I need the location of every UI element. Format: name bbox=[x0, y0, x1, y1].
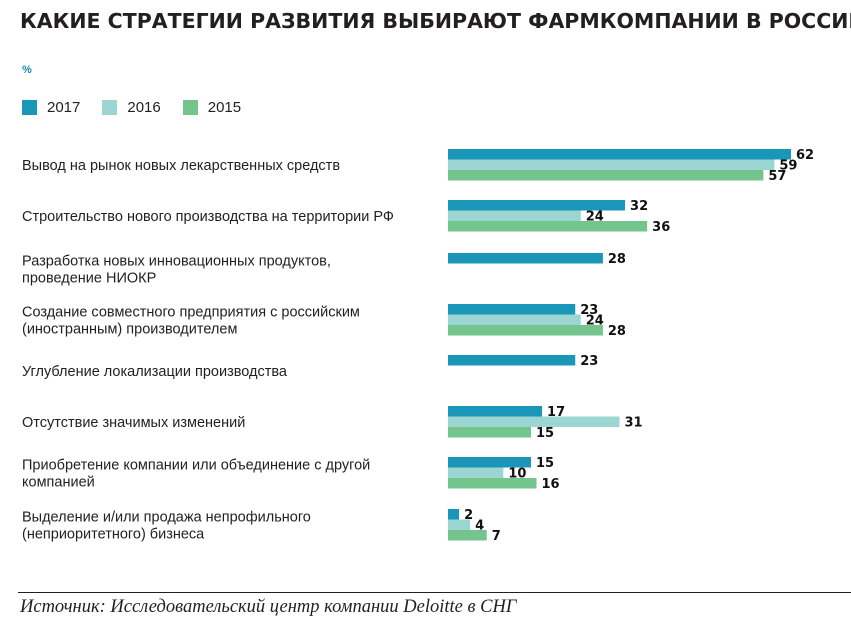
bar-2017 bbox=[448, 149, 791, 160]
legend-swatch bbox=[182, 100, 198, 115]
category-label: Разработка новых инновационных продуктов… bbox=[22, 253, 331, 286]
value-label: 23 bbox=[580, 303, 598, 318]
category-label-line: Приобретение компании или объединение с … bbox=[22, 457, 370, 473]
value-label: 31 bbox=[625, 415, 643, 430]
category-label: Углубление локализации производства bbox=[22, 364, 288, 380]
bar-2017 bbox=[448, 406, 543, 417]
value-label: 59 bbox=[779, 158, 797, 173]
category-label: Приобретение компании или объединение с … bbox=[22, 457, 370, 490]
value-label: 32 bbox=[630, 199, 648, 214]
value-label: 15 bbox=[536, 456, 554, 471]
bar-2015 bbox=[448, 221, 648, 232]
value-label: 62 bbox=[796, 148, 814, 163]
category-label-line: Выделение и/или продажа непрофильного bbox=[22, 509, 311, 525]
category-label-line: Строительство нового производства на тер… bbox=[22, 209, 394, 225]
category-label: Отсутствие значимых изменений bbox=[22, 415, 245, 431]
bar-2017 bbox=[448, 253, 603, 264]
legend: 2017 2016 2015 bbox=[22, 99, 263, 116]
bar-2017 bbox=[448, 200, 626, 211]
legend-label: 2015 bbox=[207, 99, 242, 116]
category-label-line: компанией bbox=[22, 474, 95, 490]
bar-2015 bbox=[448, 530, 487, 541]
value-label: 16 bbox=[542, 477, 560, 492]
category-label-line: проведение НИОКР bbox=[22, 270, 156, 286]
bar-chart: Вывод на рынок новых лекарственных средс… bbox=[22, 148, 814, 544]
bar-2015 bbox=[448, 325, 603, 336]
bar-2015 bbox=[448, 427, 531, 438]
legend-item-2017: 2017 bbox=[22, 99, 80, 116]
divider bbox=[18, 592, 851, 593]
category-label-line: (иностранным) производителем bbox=[22, 321, 237, 337]
bar-2017 bbox=[448, 355, 576, 366]
bar-2015 bbox=[448, 478, 537, 489]
chart-title: КАКИЕ СТРАТЕГИИ РАЗВИТИЯ ВЫБИРАЮТ ФАРМКО… bbox=[20, 9, 851, 33]
legend-item-2015: 2015 bbox=[182, 99, 242, 116]
value-label: 28 bbox=[608, 324, 626, 339]
bar-2015 bbox=[448, 170, 764, 181]
legend-label: 2016 bbox=[127, 99, 161, 116]
category-label-line: Разработка новых инновационных продуктов… bbox=[22, 253, 331, 269]
value-label: 7 bbox=[492, 529, 501, 544]
value-label: 23 bbox=[580, 354, 598, 369]
bar-2017 bbox=[448, 457, 531, 468]
bar-2016 bbox=[448, 314, 581, 325]
unit-label: % bbox=[22, 64, 32, 76]
bar-2016 bbox=[448, 416, 620, 427]
bar-2016 bbox=[448, 159, 775, 170]
value-label: 28 bbox=[608, 252, 626, 267]
value-label: 24 bbox=[586, 209, 604, 224]
category-label: Строительство нового производства на тер… bbox=[22, 209, 394, 225]
category-label: Создание совместного предприятия с росси… bbox=[22, 304, 360, 337]
value-label: 2 bbox=[464, 508, 473, 523]
bar-2017 bbox=[448, 509, 460, 520]
category-label-line: Создание совместного предприятия с росси… bbox=[22, 304, 360, 320]
category-label: Вывод на рынок новых лекарственных средс… bbox=[22, 158, 340, 174]
legend-item-2016: 2016 bbox=[102, 99, 161, 116]
source-note: Источник: Исследовательский центр компан… bbox=[20, 597, 517, 617]
legend-label: 2017 bbox=[47, 99, 81, 116]
category-label-line: Отсутствие значимых изменений bbox=[22, 415, 245, 431]
category-label: Выделение и/или продажа непрофильного (не… bbox=[22, 509, 311, 542]
value-label: 24 bbox=[586, 313, 604, 328]
legend-swatch bbox=[22, 100, 37, 115]
bar-2017 bbox=[448, 304, 576, 315]
bar-2016 bbox=[448, 467, 504, 478]
category-label-line: Вывод на рынок новых лекарственных средс… bbox=[22, 158, 340, 174]
category-label-line: Углубление локализации производства bbox=[22, 364, 288, 380]
value-label: 15 bbox=[536, 426, 554, 441]
category-label-line: (неприоритетного) бизнеса bbox=[22, 526, 205, 542]
bar-2016 bbox=[448, 210, 581, 221]
legend-swatch bbox=[102, 100, 118, 115]
value-label: 17 bbox=[547, 405, 565, 420]
value-label: 4 bbox=[475, 518, 484, 533]
value-label: 10 bbox=[508, 466, 526, 481]
value-label: 36 bbox=[652, 220, 670, 235]
bar-2016 bbox=[448, 519, 471, 530]
value-label: 57 bbox=[768, 169, 786, 184]
